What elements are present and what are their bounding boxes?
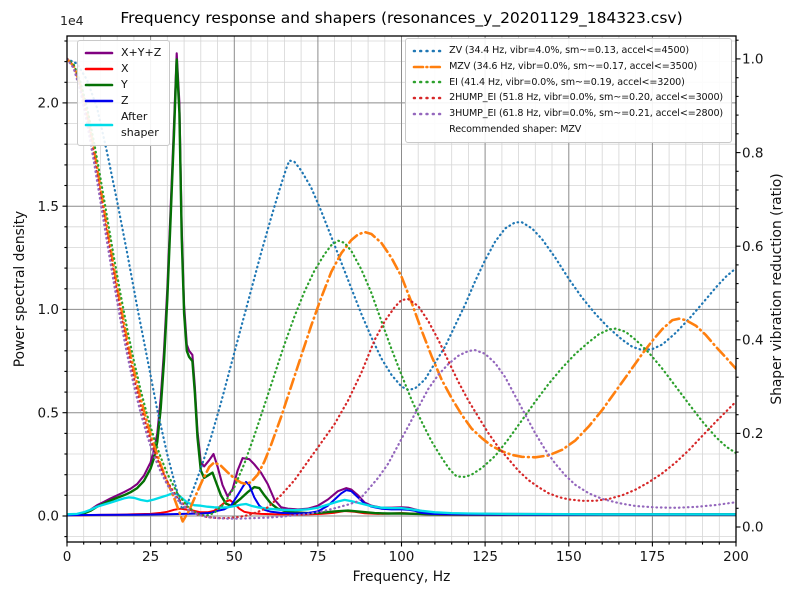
- right-tick-labels: 0.0 0.2 0.4 0.6 0.8 1.0: [742, 52, 763, 536]
- svg-text:1.5: 1.5: [38, 199, 59, 215]
- svg-text:0.4: 0.4: [742, 333, 763, 349]
- curve-ei: [67, 57, 736, 517]
- svg-text:2.0: 2.0: [38, 96, 59, 112]
- svg-text:25: 25: [142, 549, 159, 565]
- legend-line-sample-y: [84, 83, 114, 87]
- svg-text:200: 200: [723, 549, 749, 565]
- left-y-axis-label: Power spectral density: [12, 210, 28, 368]
- legend-line-sample-xyz: [84, 51, 114, 55]
- svg-text:0: 0: [63, 549, 72, 565]
- svg-text:0.0: 0.0: [742, 520, 763, 536]
- legend-item-mzv: MZV (34.6 Hz, vibr=0.0%, sm~=0.17, accel…: [412, 59, 723, 75]
- svg-text:125: 125: [472, 549, 498, 565]
- legend-item-label: MZV (34.6 Hz, vibr=0.0%, sm~=0.17, accel…: [449, 60, 698, 72]
- svg-text:75: 75: [309, 549, 326, 565]
- svg-text:1.0: 1.0: [742, 52, 763, 68]
- y-axis-offset-label: 1e4: [60, 13, 84, 28]
- chart-title: Frequency response and shapers (resonanc…: [120, 9, 683, 27]
- x-axis-label: Frequency, Hz: [352, 569, 451, 585]
- svg-text:0.0: 0.0: [38, 509, 59, 525]
- legend-line-sample-x: [84, 67, 114, 71]
- curve-y: [67, 58, 736, 517]
- legend-line-sample-ei: [412, 81, 442, 84]
- svg-text:0.6: 0.6: [742, 239, 763, 255]
- tick-marks: [62, 39, 741, 547]
- legend-item-label: ZV (34.4 Hz, vibr=4.0%, sm~=0.13, accel<…: [449, 45, 689, 56]
- svg-text:1.0: 1.0: [38, 302, 59, 318]
- legend-item-label: X+Y+Z: [121, 46, 162, 59]
- legend-item-ei: EI (41.4 Hz, vibr=0.0%, sm~=0.19, accel<…: [412, 75, 723, 91]
- svg-text:100: 100: [389, 549, 415, 565]
- curve-2hump_ei: [67, 57, 736, 520]
- legend-line-sample-zv: [412, 49, 442, 53]
- x-tick-labels: 0 25 50 75 100 125 150 175 200: [63, 549, 749, 565]
- legend-item-label: 2HUMP_EI (51.8 Hz, vibr=0.0%, sm~=0.20, …: [449, 92, 723, 104]
- svg-text:50: 50: [226, 549, 243, 565]
- left-tick-labels: 0.0 0.5 1.0 1.5 2.0: [38, 96, 59, 525]
- legend-line-sample-3hump_ei: [412, 112, 442, 116]
- legend-item-label: EI (41.4 Hz, vibr=0.0%, sm~=0.19, accel<…: [449, 76, 685, 88]
- legend-item-z: Z: [84, 93, 161, 109]
- legend-line-sample-z: [84, 99, 114, 103]
- legend-item-y: Y: [84, 77, 161, 93]
- legend-line-sample-after_shaper: [84, 123, 114, 127]
- svg-text:0.8: 0.8: [742, 145, 763, 161]
- right-y-axis-label: Shaper vibration reduction (ratio): [769, 173, 785, 405]
- legend-item-label: 3HUMP_EI (61.8 Hz, vibr=0.0%, sm~=0.21, …: [449, 108, 723, 120]
- legend-item-label: After shaper: [121, 110, 159, 139]
- legend-psd: X+Y+Z X Y Z After shaper: [77, 40, 171, 146]
- legend-item-zv: ZV (34.4 Hz, vibr=4.0%, sm~=0.13, accel<…: [412, 43, 723, 59]
- curve-after_shaper: [67, 492, 736, 516]
- svg-text:0.5: 0.5: [38, 405, 59, 421]
- svg-text:0.2: 0.2: [742, 426, 763, 442]
- curve-mzv: [67, 57, 736, 523]
- legend-item-xyz: X+Y+Z: [84, 45, 161, 61]
- legend-shapers: ZV (34.4 Hz, vibr=4.0%, sm~=0.13, accel<…: [405, 38, 732, 143]
- legend-item-label: X: [121, 62, 129, 75]
- curve-zv: [67, 57, 736, 511]
- legend-item-label: Z: [121, 94, 129, 107]
- legend-item-after_shaper: After shaper: [84, 109, 161, 141]
- legend-item-2hump_ei: 2HUMP_EI (51.8 Hz, vibr=0.0%, sm~=0.20, …: [412, 90, 723, 106]
- legend-line-sample-mzv: [412, 65, 442, 68]
- svg-text:150: 150: [556, 549, 582, 565]
- legend-line-sample-2hump_ei: [412, 96, 442, 100]
- legend-item-x: X: [84, 61, 161, 77]
- legend-item-3hump_ei: 3HUMP_EI (61.8 Hz, vibr=0.0%, sm~=0.21, …: [412, 106, 723, 122]
- legend-recommended-shaper: Recommended shaper: MZV: [449, 123, 582, 135]
- curve-3hump_ei: [67, 57, 736, 520]
- series-curves: [67, 52, 736, 523]
- svg-text:175: 175: [640, 549, 666, 565]
- legend-item-label: Y: [121, 78, 128, 91]
